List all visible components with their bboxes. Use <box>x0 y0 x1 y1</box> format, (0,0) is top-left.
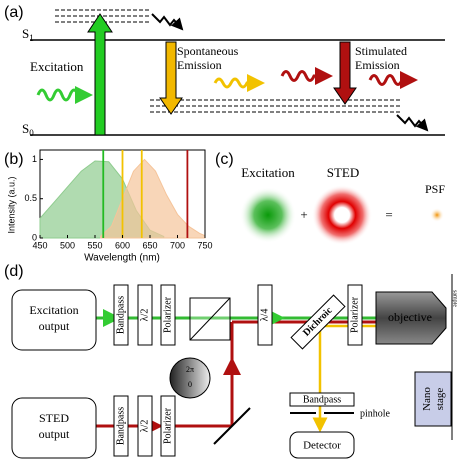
panel-c: (c) Excitation STED PSF + = <box>215 151 445 245</box>
stimulated-arrow <box>334 42 356 104</box>
y-tick-label: 1 <box>32 154 37 164</box>
phase-top-label: 2π <box>186 365 194 374</box>
panel-label: (c) <box>215 151 234 168</box>
y-tick-label: 0 <box>32 232 37 242</box>
detector-label: Detector <box>303 440 341 452</box>
sted-label: STED <box>327 165 360 180</box>
detector-bandpass-label: Bandpass <box>303 394 341 405</box>
x-tick-label: 750 <box>197 240 212 250</box>
panel-b: (b) Intensity (a.u.) Wavelength (nm) 450… <box>4 150 213 264</box>
excitation-arrow <box>88 14 112 135</box>
heat-arrow <box>397 115 427 130</box>
plus-sign: + <box>300 207 307 222</box>
pinhole-label: pinhole <box>360 408 391 419</box>
x-tick-label: 700 <box>170 240 185 250</box>
x-tick-label: 550 <box>87 240 102 250</box>
sted-donut <box>312 185 372 245</box>
panel-label: (d) <box>4 263 24 280</box>
s1-label: S1 <box>22 26 34 43</box>
panel-label: (b) <box>4 151 24 168</box>
polarizer-label: Polarizer <box>162 407 173 444</box>
sted-wave <box>282 72 330 81</box>
phase-bottom-label: 0 <box>188 380 192 389</box>
quarter-wave-label: λ/4 <box>259 309 270 322</box>
excitation-spot <box>240 187 296 243</box>
stimulated-wave <box>370 76 415 85</box>
psf-label: PSF <box>425 182 445 196</box>
bandpass-label: Bandpass <box>115 407 126 445</box>
x-tick-label: 500 <box>60 240 75 250</box>
panel-label: (a) <box>4 4 24 21</box>
bandpass-label: Bandpass <box>115 296 126 334</box>
figure: (a) S1 S0 Excitation SpontaneousEmission… <box>0 0 457 464</box>
x-tick-label: 600 <box>115 240 130 250</box>
polarizer-label: Polarizer <box>349 296 360 333</box>
x-tick-label: 650 <box>142 240 157 250</box>
y-axis-label: Intensity (a.u.) <box>6 176 16 233</box>
psf-spot <box>430 208 444 222</box>
half-wave-label: λ/2 <box>139 309 150 322</box>
spontaneous-wave <box>215 79 262 87</box>
polarizer-label: Polarizer <box>162 296 173 333</box>
objective-label: objective <box>388 310 432 324</box>
s0-label: S0 <box>22 121 34 138</box>
excitation-label: Excitation <box>241 165 295 180</box>
heat-arrow <box>152 14 182 29</box>
excitation-wave <box>38 90 90 100</box>
nano-stage-label: Nanostage <box>421 387 446 411</box>
y-tick-label: 0.5 <box>24 193 37 203</box>
equals-sign: = <box>385 207 392 222</box>
half-wave-label: λ/2 <box>139 420 150 433</box>
excitation-label: Excitation <box>30 59 84 74</box>
sample-label: sample <box>452 290 457 307</box>
x-axis-label: Wavelength (nm) <box>84 253 160 264</box>
